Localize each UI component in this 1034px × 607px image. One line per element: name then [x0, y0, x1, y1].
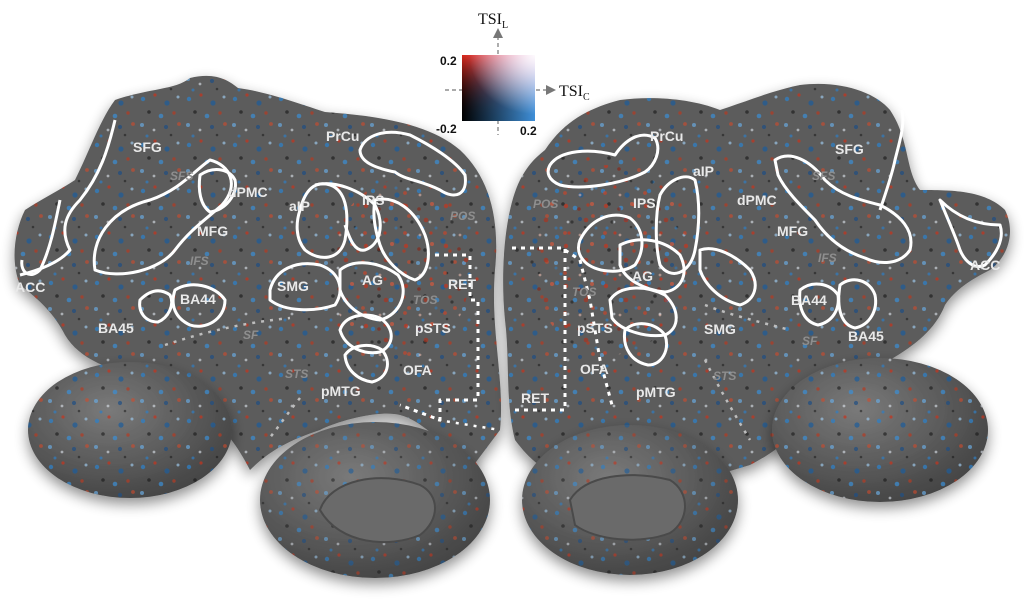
left-roi-ips: IPS — [362, 192, 385, 208]
right-roi-pmtg: pMTG — [636, 384, 676, 400]
left-roi-ba44: BA44 — [180, 291, 216, 307]
left-sulcus-pos: POS — [450, 209, 475, 223]
right-roi-ret: RET — [521, 390, 549, 406]
right-sulcus-lines — [703, 303, 791, 441]
left-hemisphere — [14, 75, 502, 578]
right-sulcus-pos: POS — [533, 197, 558, 211]
right-roi-psts: pSTS — [577, 320, 613, 336]
legend-tick-right: 0.2 — [520, 124, 537, 138]
right-lateral-speckle — [772, 358, 988, 502]
right-sulcus-sf: SF — [802, 334, 818, 348]
right-roi-mfg: MFG — [777, 223, 808, 239]
right-sulcus-sts: STS — [713, 369, 736, 383]
left-roi-dpmc: dPMC — [228, 184, 268, 200]
left-sulcus-tos: TOS — [413, 293, 437, 307]
legend-x-label: TSIC — [559, 83, 590, 103]
left-lateral-speckle — [28, 362, 232, 498]
right-roi-smg: SMG — [704, 321, 736, 337]
left-roi-pmtg: pMTG — [321, 383, 361, 399]
right-sulcus-tos: TOS — [572, 285, 596, 299]
left-sulcus-ifs: IFS — [190, 254, 209, 268]
left-sulcus-lines — [164, 316, 501, 441]
right-roi-ofa: OFA — [580, 361, 609, 377]
left-sulcus-sf: SF — [243, 328, 259, 342]
right-sulcus-sfs: SFS — [812, 169, 835, 183]
right-roi-ag: AG — [632, 268, 653, 284]
left-roi-prcu: PrCu — [326, 128, 359, 144]
right-roi-ba44: BA44 — [791, 292, 827, 308]
right-parietal-red-zone — [530, 165, 690, 355]
left-medial-corpus — [318, 477, 436, 544]
right-roi-dpmc: dPMC — [737, 192, 777, 208]
left-sulcus-sfs: SFS — [170, 169, 193, 183]
legend-x-arrowhead — [546, 85, 556, 95]
left-roi-psts: pSTS — [415, 320, 451, 336]
right-roi-labels: PrCu aIP dPMC SFG IPS MFG AG ACC BA44 SM… — [521, 128, 1000, 406]
left-roi-aip: aIP — [289, 198, 310, 214]
right-hemisphere — [503, 83, 1010, 575]
right-roi-sfg: SFG — [835, 141, 864, 157]
right-roi-ba45: BA45 — [848, 328, 884, 344]
right-sulcus-labels: POS SFS IFS TOS SF STS — [533, 169, 837, 383]
left-roi-acc: ACC — [15, 279, 45, 295]
legend-y-label: TSIL — [478, 11, 508, 31]
right-medial-corpus — [568, 474, 686, 541]
left-roi-labels: SFG dPMC MFG ACC BA44 BA45 PrCu aIP IPS … — [15, 128, 476, 399]
left-roi-ofa: OFA — [403, 362, 432, 378]
right-sulcus-ifs: IFS — [818, 251, 837, 265]
legend-swatch-white — [462, 55, 535, 121]
right-roi-ips: IPS — [633, 195, 656, 211]
right-roi-outlines — [510, 109, 1003, 412]
left-roi-ret: RET — [448, 276, 476, 292]
left-roi-mfg: MFG — [197, 223, 228, 239]
tsi-color-legend: TSIL TSIC 0.2 -0.2 0.2 — [436, 11, 590, 138]
legend-tick-min: -0.2 — [436, 122, 457, 136]
legend-y-arrowhead — [493, 28, 503, 38]
left-roi-sfg: SFG — [133, 139, 162, 155]
right-roi-prcu: PrCu — [650, 128, 683, 144]
right-roi-aip: aIP — [693, 163, 714, 179]
left-roi-smg: SMG — [277, 278, 309, 294]
right-roi-acc: ACC — [970, 257, 1000, 273]
left-sulcus-labels: SFS IFS SF POS TOS STS — [170, 169, 475, 381]
legend-tick-top: 0.2 — [440, 54, 457, 68]
left-sulcus-sts: STS — [285, 367, 308, 381]
left-roi-ag: AG — [362, 272, 383, 288]
left-roi-outlines — [19, 119, 480, 422]
left-roi-ba45: BA45 — [98, 320, 134, 336]
